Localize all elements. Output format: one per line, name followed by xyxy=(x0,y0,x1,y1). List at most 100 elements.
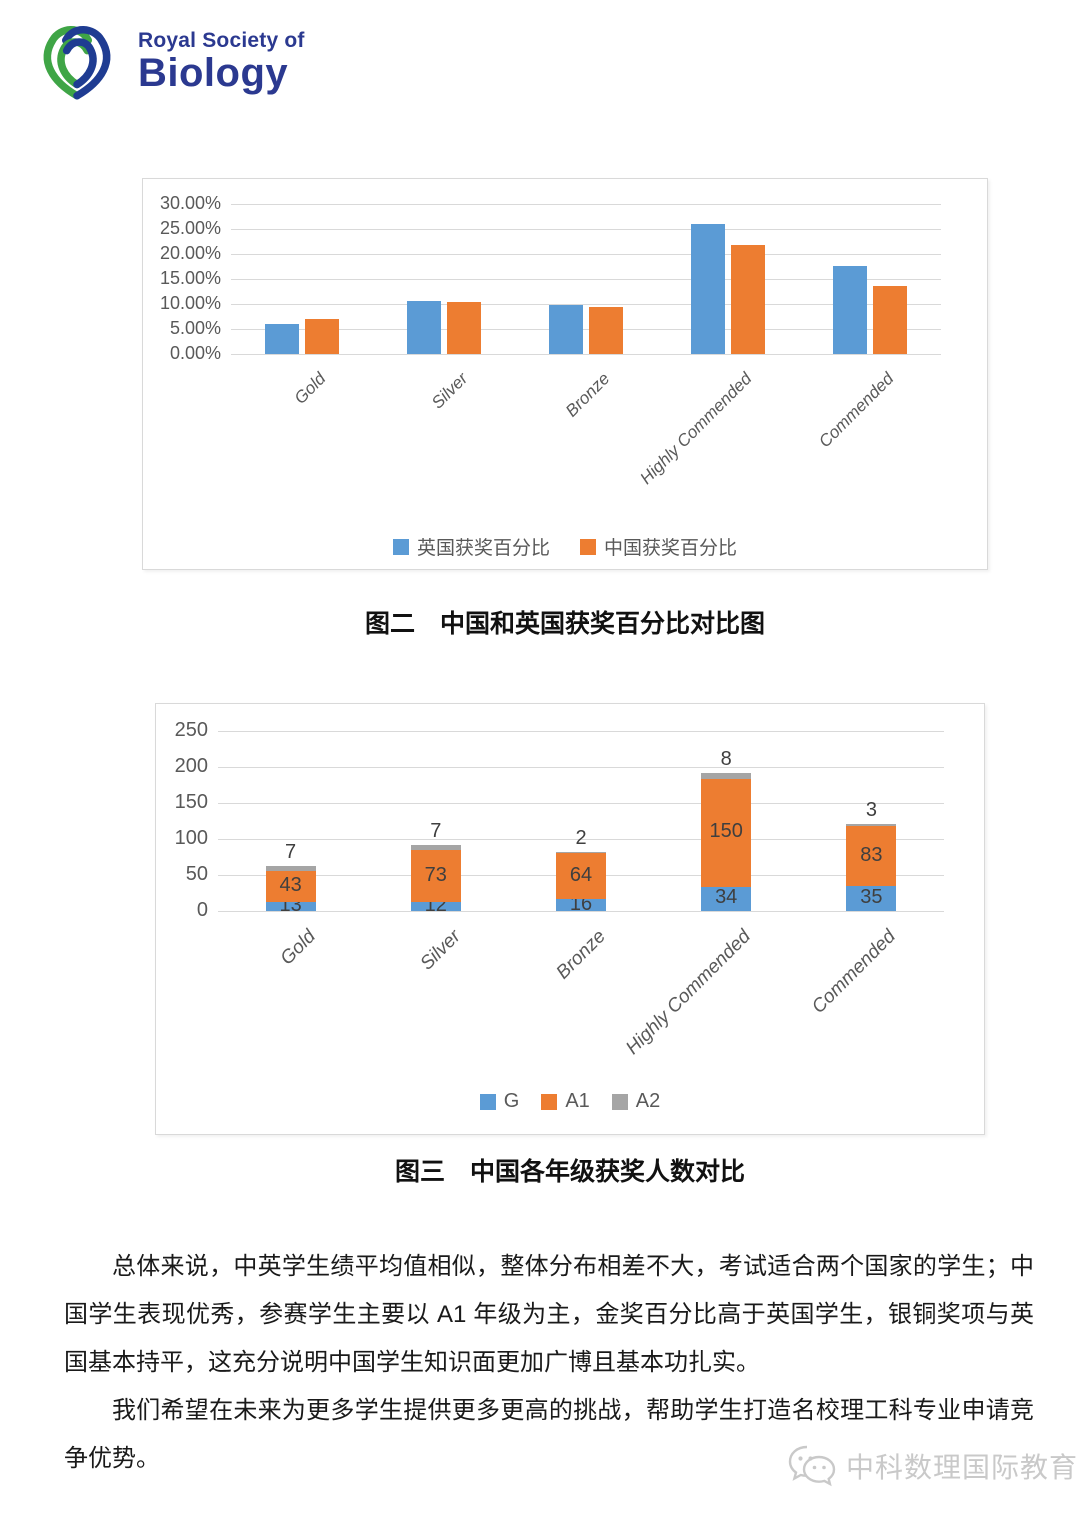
data-label-a1-highly-commended: 150 xyxy=(709,820,743,843)
bar-series1-bronze xyxy=(549,305,583,354)
paragraph-summary: 总体来说，中英学生绩平均值相似，整体分布相差不大，考试适合两个国家的学生；中国学… xyxy=(64,1253,1034,1376)
bar-series1-gold xyxy=(265,324,299,354)
y-axis-tick-label: 15.00% xyxy=(159,267,221,288)
legend-swatch xyxy=(479,1093,496,1110)
x-axis-category-label: Bronze xyxy=(552,926,610,984)
bar-segment-a2-silver xyxy=(410,844,461,850)
chart-figure2-uk-cn-award-percentage: 30.00% 25.00% 20.00% 15.00% 10.00% 5.00% 0.00%… xyxy=(142,178,988,570)
bar-segment-g-highly-commended xyxy=(701,886,752,911)
y-axis-tick-label: 5.00% xyxy=(169,317,221,338)
bar-series2-highly-commended xyxy=(731,244,765,354)
x-axis-category-label: Silver xyxy=(416,926,465,975)
chart-figure3-cn-grade-counts: 250 200 150 100 50 0 13 43 7 Gold 12 73 7 Silver 16 64 2… xyxy=(155,703,985,1135)
legend-swatch xyxy=(541,1093,558,1110)
legend-item-g: G xyxy=(479,1090,519,1113)
legend-swatch xyxy=(611,1093,628,1110)
y-axis-tick-label: 0 xyxy=(196,898,208,921)
wechat-icon xyxy=(788,1445,836,1487)
data-label-g-commended: 35 xyxy=(860,886,883,908)
y-axis-tick-label: 30.00% xyxy=(159,192,221,213)
data-label-a2-silver: 7 xyxy=(430,819,442,842)
bar-series1-commended xyxy=(833,265,867,354)
logo-text-line2: Biology xyxy=(138,50,289,95)
bar-series2-gold xyxy=(305,319,339,354)
data-label-a1-gold: 43 xyxy=(279,873,302,896)
bar-segment-a1-commended xyxy=(846,826,897,886)
legend-item-英国获奖百分比: 英国获奖百分比 xyxy=(392,533,550,560)
x-axis-category-label: Highly Commended xyxy=(622,926,756,1059)
bar-series1-silver xyxy=(407,301,441,354)
watermark-text: 中科数理国际教育 xyxy=(846,1452,1079,1483)
y-axis-tick-label: 0.00% xyxy=(169,342,221,363)
gridline xyxy=(231,204,941,205)
bar-series2-bronze xyxy=(589,307,623,354)
bar-segment-a1-silver xyxy=(410,849,461,903)
legend-swatch xyxy=(392,538,409,555)
bar-segment-g-commended xyxy=(846,885,897,911)
y-axis-tick-label: 100 xyxy=(174,826,208,849)
legend-item-中国获奖百分比: 中国获奖百分比 xyxy=(580,533,737,560)
data-label-a2-highly-commended: 8 xyxy=(720,747,732,770)
x-axis-category-label: Silver xyxy=(427,369,472,413)
bar-segment-a2-gold xyxy=(265,865,316,871)
data-label-a2-gold: 7 xyxy=(285,840,297,863)
x-axis-category-label: Bronze xyxy=(561,369,614,421)
legend-swatch xyxy=(580,538,596,555)
bar-segment-g-bronze xyxy=(556,899,606,911)
bar-segment-a1-highly-commended xyxy=(701,778,752,887)
bar-segment-g-silver xyxy=(410,902,461,911)
gridline xyxy=(231,254,941,255)
x-axis-category-label: Gold xyxy=(290,369,330,408)
chart-legend: G A1 A2 xyxy=(156,1090,984,1113)
figure3-caption: 图三 中国各年级获奖人数对比 xyxy=(394,1158,745,1186)
gridline xyxy=(218,731,944,732)
data-label-a1-bronze: 64 xyxy=(569,864,593,887)
data-label-a2-bronze: 2 xyxy=(575,826,587,849)
y-axis-tick-label: 10.00% xyxy=(159,292,221,313)
gridline xyxy=(218,911,944,912)
y-axis-tick-label: 25.00% xyxy=(159,217,221,238)
legend-item-a2: A2 xyxy=(611,1090,660,1113)
rsb-logo-icon xyxy=(43,26,111,100)
y-axis-tick-label: 250 xyxy=(174,718,208,741)
gridline xyxy=(231,354,941,355)
chart-legend: 英国获奖百分比 中国获奖百分比 xyxy=(143,533,987,560)
y-axis-tick-label: 200 xyxy=(174,754,208,777)
gridline xyxy=(231,329,941,330)
logo-text: Royal Society of Biology xyxy=(138,29,305,94)
bar-series1-highly-commended xyxy=(691,224,725,354)
x-axis-category-label: Highly Commended xyxy=(636,369,756,489)
gridline xyxy=(231,279,941,280)
bar-series2-commended xyxy=(873,286,907,354)
bar-segment-a2-highly-commended xyxy=(701,772,752,779)
x-axis-category-label: Gold xyxy=(276,926,320,970)
gridline xyxy=(218,839,944,840)
paragraph-outlook: 我们希望在未来为更多学生提供更多更高的挑战，帮助学生打造名校理工科专业申请竞争优… xyxy=(64,1397,1034,1472)
y-axis-tick-label: 150 xyxy=(174,790,208,813)
gridline xyxy=(218,803,944,804)
x-axis-category-label: Commended xyxy=(808,926,901,1018)
gridline xyxy=(218,767,944,768)
data-label-g-highly-commended: 34 xyxy=(715,886,738,909)
bar-series2-silver xyxy=(447,302,481,354)
watermark: 中科数理国际教育 xyxy=(786,1442,1078,1490)
data-label-a1-silver: 73 xyxy=(424,863,447,886)
gridline xyxy=(231,229,941,230)
body-paragraphs: 总体来说，中英学生绩平均值相似，整体分布相差不大，考试适合两个国家的学生；中国学… xyxy=(64,1243,1034,1483)
x-axis-category-label: Commended xyxy=(815,369,898,452)
figure2-caption: 图二 中国和英国获奖百分比对比图 xyxy=(364,610,765,638)
y-axis-tick-label: 50 xyxy=(185,862,208,885)
data-label-a2-commended: 3 xyxy=(865,798,877,821)
bar-segment-a1-bronze xyxy=(556,853,606,900)
bar-segment-g-gold xyxy=(265,901,316,911)
bar-segment-a1-gold xyxy=(265,870,316,902)
logo-text-line1: Royal Society of xyxy=(138,28,305,52)
bar-segment-a2-bronze xyxy=(556,851,606,854)
data-label-a1-commended: 83 xyxy=(860,843,883,866)
bar-segment-a2-commended xyxy=(846,823,897,827)
legend-item-a1: A1 xyxy=(541,1090,590,1113)
gridline xyxy=(231,304,941,305)
y-axis-tick-label: 20.00% xyxy=(159,242,221,263)
rsb-logo: Royal Society of Biology xyxy=(30,14,305,108)
